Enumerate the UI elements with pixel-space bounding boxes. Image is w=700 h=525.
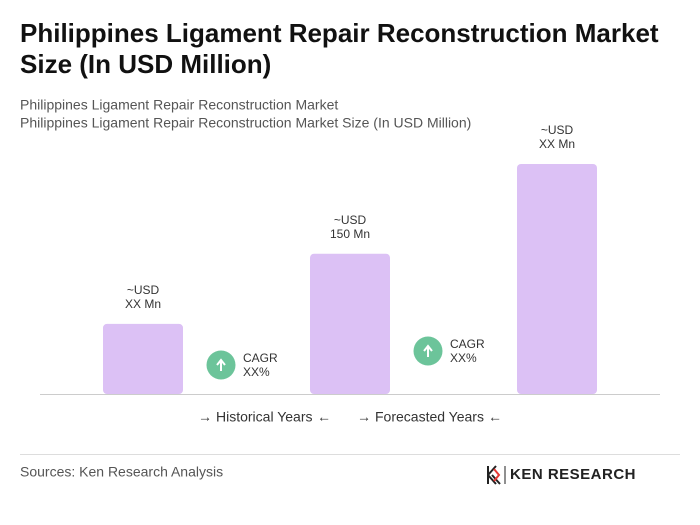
logo-icon <box>493 468 501 482</box>
bar <box>103 323 183 394</box>
legend-arrow: ← <box>317 409 331 425</box>
logo: KEN RESEARCH <box>487 465 636 485</box>
cagr-label: XX% <box>450 351 477 365</box>
value-label: ~USD <box>541 123 574 137</box>
logo-icon <box>487 465 501 485</box>
cagr-label: XX% <box>243 365 270 379</box>
source: Sources: Ken Research Analysis <box>20 464 223 480</box>
chart-title: Philippines Ligament Repair Reconstructi… <box>20 18 659 48</box>
legend-label: Forecasted Years <box>375 409 484 425</box>
legend-arrow: ← <box>488 409 502 425</box>
legend-label: Historical Years <box>216 409 313 425</box>
logo-text: KEN RESEARCH <box>510 466 636 483</box>
value-label: XX Mn <box>125 297 161 311</box>
chart-title: Size (In USD Million) <box>20 49 271 79</box>
value-label: ~USD <box>127 283 160 297</box>
value-label: XX Mn <box>539 137 575 151</box>
legend-arrow: → <box>357 409 371 425</box>
cagr-label: CAGR <box>243 351 278 365</box>
legend-arrow: → <box>198 409 212 425</box>
value-label: ~USD <box>334 213 367 227</box>
bar <box>310 253 390 394</box>
cagr-arrow <box>423 344 433 357</box>
subtitle: Philippines Ligament Repair Reconstructi… <box>20 97 338 113</box>
cagr-label: CAGR <box>450 337 485 351</box>
bar <box>517 164 597 394</box>
subtitle: Philippines Ligament Repair Reconstructi… <box>20 115 471 131</box>
value-label: 150 Mn <box>330 227 370 241</box>
cagr-arrow <box>216 358 226 371</box>
